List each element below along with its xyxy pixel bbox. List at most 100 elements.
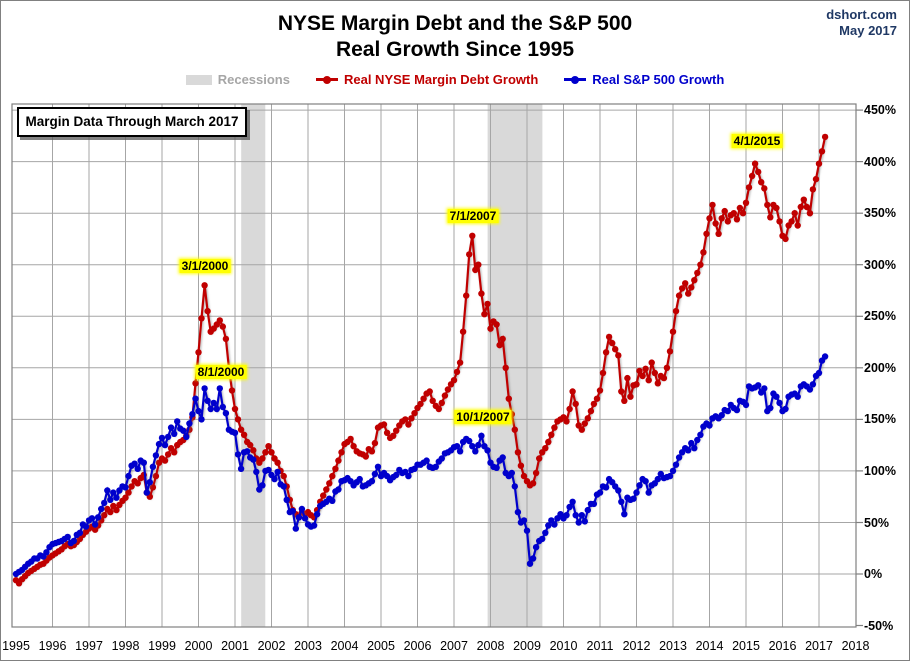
data-point (794, 393, 801, 400)
data-point (271, 475, 278, 483)
x-axis-label: 2014 (695, 639, 724, 653)
data-point (529, 480, 537, 487)
data-point (733, 406, 741, 414)
data-point (806, 210, 814, 217)
data-point (545, 522, 552, 529)
data-point (262, 449, 269, 456)
data-point (712, 220, 719, 227)
data-point (697, 431, 704, 438)
data-point (122, 494, 129, 501)
data-point (633, 489, 640, 496)
data-point (794, 222, 801, 229)
data-point (502, 364, 509, 371)
data-point (107, 508, 114, 516)
data-point (429, 397, 436, 404)
recession-swatch-icon (185, 74, 212, 85)
data-point (615, 352, 622, 359)
data-point (456, 359, 464, 366)
y-axis-label: 200% (864, 360, 896, 375)
data-point (514, 449, 522, 456)
peak-date-annotation: 3/1/2000 (179, 259, 231, 273)
legend-label-recessions: Recessions (217, 72, 290, 87)
data-point (745, 184, 753, 191)
data-point (609, 339, 616, 347)
data-point (383, 429, 391, 436)
data-point (274, 459, 281, 466)
data-point (529, 555, 537, 562)
data-point (532, 544, 540, 551)
data-point (821, 133, 829, 141)
data-point (131, 460, 138, 467)
data-point (134, 480, 141, 487)
data-point (438, 399, 445, 407)
data-point (499, 335, 506, 343)
data-point (742, 401, 750, 409)
data-point (675, 292, 683, 299)
data-point (195, 349, 202, 356)
data-point (283, 496, 290, 503)
data-point (189, 411, 196, 418)
data-point (788, 218, 795, 225)
data-point (773, 393, 780, 400)
data-point (566, 405, 573, 413)
data-point (475, 261, 482, 268)
data-point (536, 455, 543, 462)
data-point (703, 230, 710, 237)
x-axis-label: 2008 (476, 639, 505, 653)
data-point (809, 381, 817, 388)
data-point (806, 386, 814, 393)
data-point (578, 426, 585, 433)
data-point (149, 463, 157, 470)
data-point (542, 445, 549, 452)
data-point (694, 436, 701, 444)
data-point (742, 199, 750, 206)
peak-date-annotation: 8/1/2000 (195, 365, 247, 379)
data-point (782, 405, 789, 413)
legend-label-sp500: Real S&P 500 Growth (592, 72, 725, 87)
data-point (265, 443, 272, 450)
data-point (818, 148, 826, 155)
data-point (700, 249, 707, 256)
data-point (280, 472, 287, 480)
y-axis-label: 250% (864, 309, 896, 324)
data-point (602, 349, 610, 356)
peak-date-annotation: 4/1/2015 (731, 134, 783, 148)
data-point (682, 280, 689, 287)
data-point (268, 449, 275, 456)
data-point (648, 359, 655, 366)
data-point (234, 416, 242, 423)
data-point (164, 433, 172, 441)
data-point (453, 443, 461, 450)
data-point (548, 431, 555, 438)
data-point (320, 492, 327, 499)
data-point (584, 415, 591, 422)
data-point (128, 483, 135, 490)
data-point (313, 511, 321, 518)
margin-debt-dot-icon (322, 76, 331, 84)
data-point (228, 387, 236, 394)
data-point (615, 487, 622, 494)
data-point (639, 372, 646, 380)
data-point (815, 369, 823, 377)
data-point (624, 374, 631, 382)
data-point (685, 290, 692, 297)
data-point (697, 261, 704, 268)
data-point (572, 400, 579, 408)
x-axis-label: 2018 (841, 639, 870, 653)
legend-item-recessions: Recessions (185, 72, 290, 87)
data-point (803, 203, 810, 211)
data-point (469, 443, 476, 450)
data-point (821, 353, 829, 360)
data-point (563, 512, 570, 519)
data-point (368, 478, 376, 485)
data-point (107, 496, 114, 503)
data-point (566, 503, 573, 511)
data-point (134, 465, 141, 472)
data-point (64, 533, 71, 541)
data-point (599, 369, 607, 377)
data-point (192, 380, 199, 387)
data-point (590, 500, 598, 508)
data-point (663, 364, 671, 371)
data-point (195, 407, 202, 415)
data-point (569, 498, 576, 505)
